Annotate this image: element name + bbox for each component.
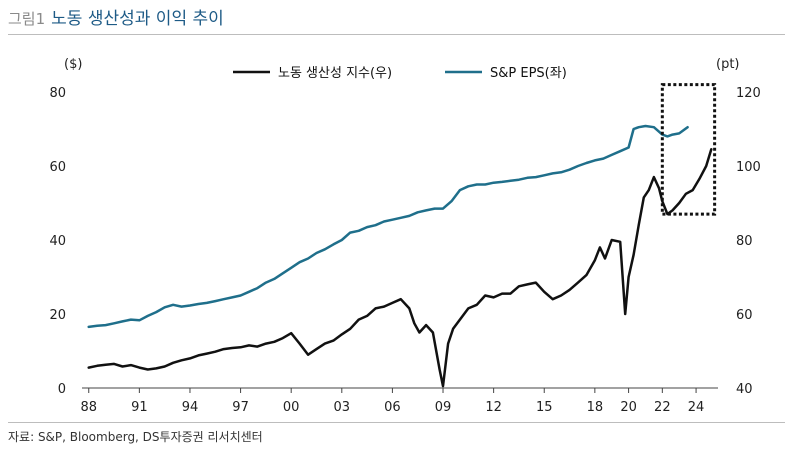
chart-axes: 88 91 94 97 00 03 06 09 12 15 18 20 22 24 0 20 40 60 80 40 6… [49, 86, 760, 415]
x-tick-label: 91 [131, 400, 148, 415]
x-tick-label: 97 [232, 400, 249, 415]
x-tick-label: 12 [485, 400, 502, 415]
y-right-tick-label: 120 [736, 86, 761, 101]
y-left-tick-label: 0 [58, 382, 66, 397]
x-tick-label: 18 [587, 400, 604, 415]
chart-series [87, 83, 717, 388]
x-tick-label: 24 [688, 400, 705, 415]
figure-title-text: 노동 생산성과 이익 추이 [51, 9, 224, 29]
series-line-eps [87, 124, 689, 329]
top-divider [8, 34, 785, 35]
source-note: 자료: S&P, Bloomberg, DS투자증권 리서치센터 [8, 430, 263, 444]
figure-number: 그림1 [8, 10, 46, 28]
x-tick-label: 20 [620, 400, 637, 415]
y-left-tick-label: 80 [49, 86, 66, 101]
x-tick-label: 15 [536, 400, 553, 415]
series-line-productivity [87, 148, 713, 388]
y-right-tick-label: 80 [736, 234, 753, 249]
chart-legend: 노동 생산성 지수(우) S&P EPS(좌) [233, 66, 567, 81]
x-tick-label: 94 [182, 400, 199, 415]
right-axis-unit: (pt) [716, 57, 740, 72]
left-axis-unit: ($) [64, 57, 82, 72]
x-tick-label: 09 [435, 400, 452, 415]
x-tick-label: 22 [654, 400, 671, 415]
y-left-tick-label: 60 [49, 160, 66, 175]
y-right-tick-label: 60 [736, 308, 753, 323]
x-tick-label: 03 [334, 400, 351, 415]
legend-label-eps: S&P EPS(좌) [490, 66, 567, 81]
figure-title: 그림1 노동 생산성과 이익 추이 [8, 4, 224, 29]
x-tick-label: 06 [384, 400, 401, 415]
bottom-divider [8, 422, 785, 423]
y-left-tick-label: 20 [49, 308, 66, 323]
x-tick-label: 00 [283, 400, 300, 415]
legend-label-productivity: 노동 생산성 지수(우) [278, 66, 392, 81]
y-right-tick-label: 100 [736, 160, 761, 175]
highlight-box [660, 83, 717, 216]
y-right-tick-label: 40 [736, 382, 753, 397]
x-tick-label: 88 [80, 400, 97, 415]
y-left-tick-label: 40 [49, 234, 66, 249]
